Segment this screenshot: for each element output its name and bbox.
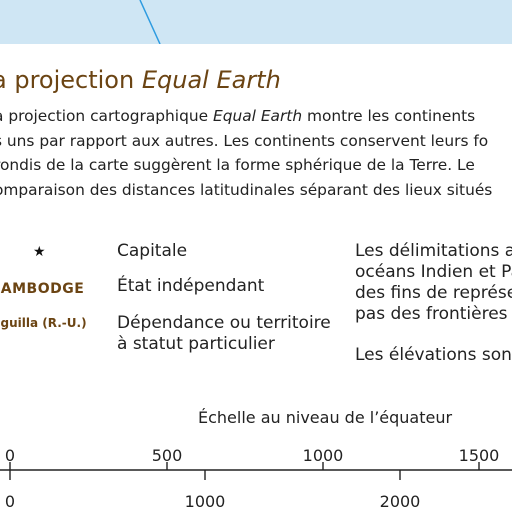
scale-tick-label: 500 — [151, 446, 183, 465]
note-line: des fins de représen — [355, 283, 512, 303]
scale-tick-label: 2000 — [379, 492, 421, 511]
dependency-label: Dépendance ou territoire à statut partic… — [117, 313, 357, 355]
dependency-label-line: à statut particulier — [117, 334, 275, 354]
description-line: rondis de la carte suggèrent la forme sp… — [0, 156, 475, 174]
scale-title: Échelle au niveau de l’équateur — [198, 408, 453, 427]
scale-tick-label: 0 — [4, 446, 16, 465]
map-fragment — [0, 0, 512, 44]
dependency-example: nguilla (R.-U.) — [0, 316, 87, 330]
section-title: a projection Equal Earth — [0, 66, 281, 94]
map-boundary-lines — [139, 0, 161, 44]
scale-tick-label: 1500 — [458, 446, 500, 465]
scale-tick-label: 1000 — [302, 446, 344, 465]
note-elevations: Les élévations sont — [355, 345, 512, 365]
description-line: s uns par rapport aux autres. Les contin… — [0, 131, 489, 150]
dependency-label-line: Dépendance ou territoire — [117, 313, 331, 333]
note-line: pas des frontières n — [355, 304, 512, 324]
scale-tick-label: 0 — [4, 492, 16, 511]
state-example: CAMBODGE — [0, 281, 85, 297]
scale-tick-label: 1000 — [184, 492, 226, 511]
scale-bar — [0, 462, 512, 480]
description-line: omparaison des distances latitudinales s… — [0, 180, 493, 199]
description-line: a projection cartographique Equal Earth … — [0, 107, 476, 125]
note-line: Les délimitations a — [355, 241, 512, 261]
note-line: océans Indien et Pa — [355, 262, 512, 282]
projection-description: a projection cartographique Equal Earth … — [0, 104, 512, 202]
map-line — [139, 0, 161, 44]
capital-label: Capitale — [117, 241, 188, 261]
state-label: État indépendant — [117, 276, 265, 296]
notes-block: Les délimitations a océans Indien et Pa … — [355, 241, 512, 325]
capital-star-icon: ★ — [33, 244, 46, 260]
